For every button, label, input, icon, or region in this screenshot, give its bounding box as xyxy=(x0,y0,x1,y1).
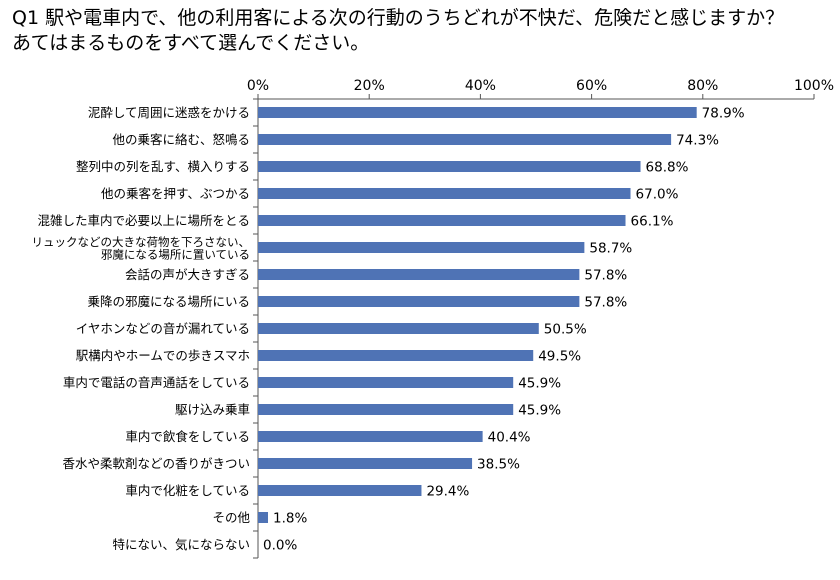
bar xyxy=(258,350,534,361)
bars-layer xyxy=(258,107,697,523)
data-label: 57.8% xyxy=(584,268,627,284)
axis-layer: 0% 20% 40% 60% 80% 100% xyxy=(247,78,834,559)
data-label: 58.7% xyxy=(589,241,632,257)
bar xyxy=(258,107,697,118)
data-label: 67.0% xyxy=(636,187,679,203)
chart-title-line-2: あてはまるものをすべて選んでください。 xyxy=(12,32,370,54)
category-label: 会話の声が大きすぎる xyxy=(125,267,250,282)
category-label: リュックなどの大きな荷物を下ろさない、邪魔になる場所に置いている xyxy=(32,235,251,262)
data-label: 40.4% xyxy=(488,430,531,446)
data-label: 66.1% xyxy=(631,214,674,230)
data-label: 78.9% xyxy=(702,106,745,122)
category-label: 香水や柔軟剤などの香りがきつい xyxy=(62,456,250,471)
data-label: 1.8% xyxy=(273,511,307,527)
category-label-line: 邪魔になる場所に置いている xyxy=(101,247,250,261)
bar xyxy=(258,485,422,496)
labels-layer: 78.9% 泥酔して周囲に迷惑をかける 74.3% 他の乗客に絡む、怒鳴る 68.8% 整… xyxy=(32,105,745,554)
data-label: 68.8% xyxy=(646,160,689,176)
bar xyxy=(258,458,473,469)
chart-title: Q1 駅や電車内で、他の利用客による次の行動のうちどれが不快だ、危険だと感じます… xyxy=(12,6,832,56)
data-label: 0.0% xyxy=(263,538,297,554)
data-label: 74.3% xyxy=(676,133,719,149)
x-tick-label: 80% xyxy=(687,78,718,94)
bar xyxy=(258,269,580,280)
bar xyxy=(258,134,672,145)
data-label: 29.4% xyxy=(426,484,469,500)
category-label: イヤホンなどの音が漏れている xyxy=(76,321,250,336)
x-tick-label: 100% xyxy=(794,78,834,94)
bar xyxy=(258,323,539,334)
category-label: 駅構内やホームでの歩きスマホ xyxy=(76,348,250,363)
category-label-line: リュックなどの大きな荷物を下ろさない、 xyxy=(32,235,251,249)
bar xyxy=(258,161,641,172)
category-label: その他 xyxy=(212,510,250,525)
category-label: 乗降の邪魔になる場所にいる xyxy=(87,294,250,309)
x-tick-label: 40% xyxy=(465,78,496,94)
x-tick-label: 0% xyxy=(247,78,269,94)
category-label: 車内で電話の音声通話をしている xyxy=(63,375,250,390)
category-label: 車内で飲食をしている xyxy=(125,429,250,444)
data-label: 45.9% xyxy=(518,376,561,392)
data-label: 38.5% xyxy=(477,457,520,473)
data-label: 57.8% xyxy=(584,295,627,311)
bar xyxy=(258,377,514,388)
bar xyxy=(258,512,269,523)
bar xyxy=(258,242,585,253)
data-label: 50.5% xyxy=(544,322,587,338)
category-label: 特にない、気にならない xyxy=(112,537,250,552)
category-label: 他の乗客を押す、ぶつかる xyxy=(101,186,250,201)
category-label: 混雑した車内で必要以上に場所をとる xyxy=(37,213,250,228)
bar xyxy=(258,188,631,199)
x-tick-label: 60% xyxy=(576,78,607,94)
category-label: 泥酔して周囲に迷惑をかける xyxy=(88,105,250,120)
category-label: 整列中の列を乱す、横入りする xyxy=(76,159,250,174)
category-label: 他の乗客に絡む、怒鳴る xyxy=(112,132,250,147)
x-tick-label: 20% xyxy=(354,78,385,94)
data-label: 45.9% xyxy=(518,403,561,419)
chart-title-line-1: Q1 駅や電車内で、他の利用客による次の行動のうちどれが不快だ、危険だと感じます… xyxy=(12,7,785,29)
bar xyxy=(258,215,626,226)
data-label: 49.5% xyxy=(538,349,581,365)
bar xyxy=(258,404,514,415)
category-label: 車内で化粧をしている xyxy=(125,483,250,498)
category-label: 駆け込み乗車 xyxy=(175,402,250,417)
bar xyxy=(258,431,483,442)
bar xyxy=(258,296,580,307)
